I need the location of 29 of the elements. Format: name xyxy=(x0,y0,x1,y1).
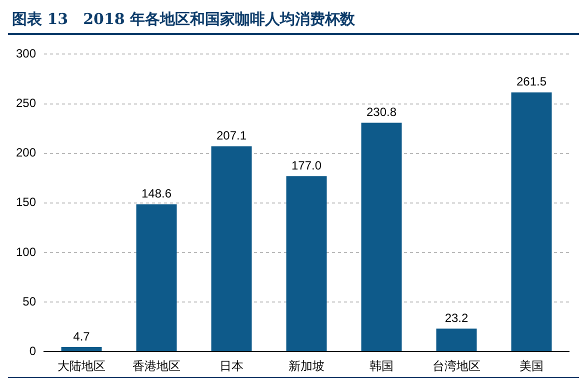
chart-title: 图表 13 2018 年各地区和国家咖啡人均消费杯数 xyxy=(8,8,579,35)
y-tick-label: 50 xyxy=(22,294,36,308)
x-tick-label: 美国 xyxy=(520,358,544,373)
x-tick-label: 台湾地区 xyxy=(432,358,481,373)
x-tick-label: 新加坡 xyxy=(288,358,325,373)
bar xyxy=(361,122,402,352)
y-tick-label: 0 xyxy=(29,344,36,358)
data-label: 261.5 xyxy=(516,74,547,89)
data-label: 207.1 xyxy=(216,128,247,143)
x-tick-label: 大陆地区 xyxy=(58,358,106,373)
data-label: 177.0 xyxy=(291,158,322,172)
data-label: 148.6 xyxy=(142,186,172,201)
data-label: 23.2 xyxy=(444,310,469,325)
data-label: 4.7 xyxy=(73,329,90,344)
y-tick-label: 100 xyxy=(16,244,36,259)
x-tick-label: 韩国 xyxy=(370,358,394,373)
y-tick-label: 150 xyxy=(16,195,36,210)
bar xyxy=(436,328,477,352)
bar xyxy=(286,176,327,352)
y-tick-label: 200 xyxy=(16,146,36,160)
x-tick-label: 日本 xyxy=(220,358,244,373)
bar xyxy=(61,346,102,352)
bar xyxy=(136,204,177,352)
x-tick-label: 香港地区 xyxy=(132,358,181,373)
y-tick-label: 300 xyxy=(16,46,36,61)
bar xyxy=(511,92,552,352)
bar xyxy=(211,146,252,352)
y-tick-label: 250 xyxy=(16,96,36,110)
data-label: 230.8 xyxy=(366,105,397,120)
